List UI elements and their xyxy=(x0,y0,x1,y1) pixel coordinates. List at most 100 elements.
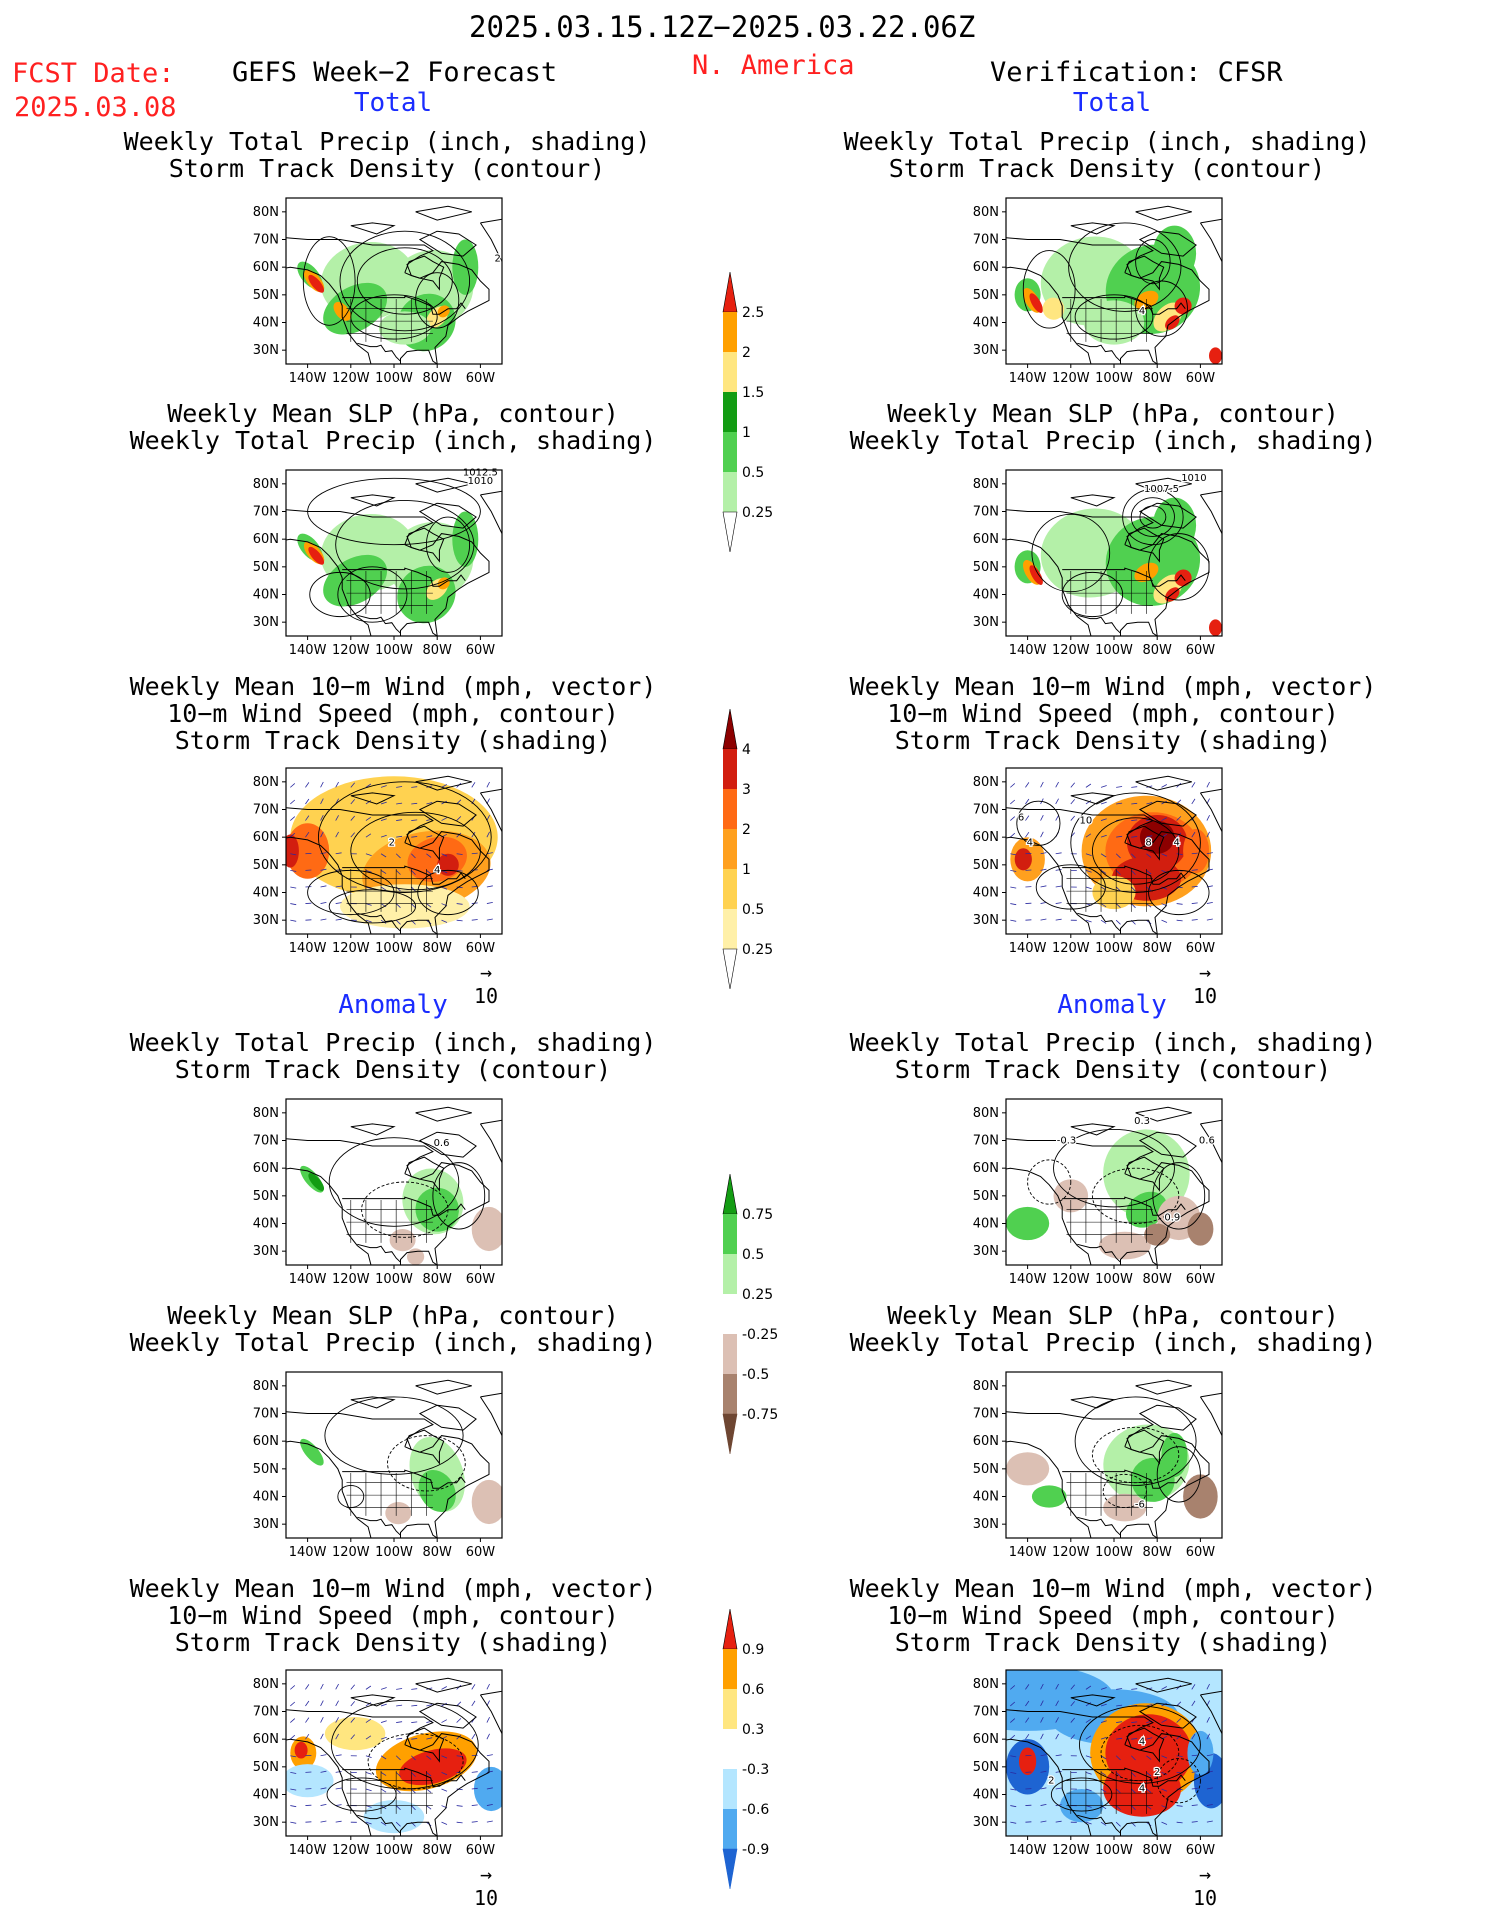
colorbar-label: -0.3 xyxy=(742,1762,769,1778)
island-outline xyxy=(1135,477,1192,493)
island-outline xyxy=(1135,1379,1192,1395)
contour-label: 1010 xyxy=(468,476,493,487)
contour-label: 4 xyxy=(1139,306,1145,317)
island-outline xyxy=(418,800,477,827)
panel-title: Weekly Total Precip (inch, shading) Stor… xyxy=(123,127,651,183)
wind-vector xyxy=(456,869,463,872)
wind-vector xyxy=(1055,1754,1062,1757)
wind-vector xyxy=(1161,886,1168,890)
coastline xyxy=(286,807,490,934)
colorbar-label: 0.9 xyxy=(742,1642,764,1658)
wind-vector xyxy=(486,918,493,921)
colorbar-label: -0.25 xyxy=(742,1327,778,1343)
wind-vector xyxy=(1146,1737,1153,1740)
x-tick-label: 60W xyxy=(466,1545,496,1560)
wind-vector xyxy=(1131,1738,1138,1740)
contour-line xyxy=(317,781,492,893)
wind-vector xyxy=(1176,853,1183,855)
wind-vector xyxy=(1100,801,1107,805)
x-tick-label: 80W xyxy=(422,371,452,386)
wind-vector xyxy=(380,1687,387,1690)
us-canada-border xyxy=(1062,567,1186,587)
wind-vector xyxy=(410,1788,416,1794)
wind-vector xyxy=(1010,903,1017,906)
coastline xyxy=(1006,237,1210,364)
colorbar-segment xyxy=(722,1173,738,1215)
wind-vector xyxy=(410,886,416,892)
island-outline xyxy=(1070,494,1116,507)
wind-vector xyxy=(441,1686,447,1690)
shading-area xyxy=(378,311,431,345)
wind-vector xyxy=(1176,799,1182,805)
x-tick-label: 100W xyxy=(375,1272,413,1287)
panel-title: Weekly Mean 10−m Wind (mph, vector) 10−m… xyxy=(129,672,657,755)
wind-vector xyxy=(290,783,296,788)
contour-line xyxy=(328,1137,460,1227)
colorbar-segment xyxy=(723,1214,737,1254)
wind-vector xyxy=(1085,1718,1092,1723)
map-outline xyxy=(286,1106,502,1265)
wind-vector xyxy=(1130,1805,1136,1811)
island-outline xyxy=(350,1396,396,1409)
panel-title: Weekly Mean SLP (hPa, contour) Weekly To… xyxy=(129,399,657,455)
region-title: N. America xyxy=(692,50,855,81)
island-outline xyxy=(1199,1119,1222,1164)
y-tick-label: 70N xyxy=(973,803,999,818)
hudson-bay-outline xyxy=(404,825,445,861)
wind-vector xyxy=(290,1821,297,1824)
y-tick-label: 50N xyxy=(973,1189,999,1204)
shading-area xyxy=(1131,1457,1175,1502)
wind-vector xyxy=(365,919,372,923)
us-canada-border xyxy=(1062,865,1186,885)
y-tick-label: 40N xyxy=(253,588,279,603)
x-tick-label: 120W xyxy=(332,1843,370,1858)
us-canada-border xyxy=(342,567,466,587)
contour-label: 2 xyxy=(1154,1767,1160,1778)
wind-vector xyxy=(1010,816,1016,821)
wind-vector xyxy=(1010,853,1017,856)
wind-vector xyxy=(1115,919,1121,925)
wind-vector xyxy=(426,1755,432,1760)
contour-label: 8 xyxy=(1145,837,1151,848)
x-tick-label: 120W xyxy=(1052,941,1090,956)
contour-label: 0.3 xyxy=(1134,1116,1150,1127)
wind-vector xyxy=(365,903,372,906)
wind-vector xyxy=(1206,1754,1213,1757)
x-tick-label: 140W xyxy=(289,941,327,956)
wind-vector xyxy=(1115,1821,1121,1827)
x-tick-label: 60W xyxy=(466,941,496,956)
colorbar-segment xyxy=(722,1608,738,1650)
wind-vector xyxy=(1100,1703,1107,1707)
contour-line xyxy=(425,516,471,573)
island-outline xyxy=(1199,218,1222,263)
wind-vector xyxy=(1116,802,1123,805)
wind-vector xyxy=(1055,1733,1059,1740)
us-mexico-border xyxy=(357,1814,401,1834)
x-tick-label: 140W xyxy=(289,371,327,386)
us-canada-border xyxy=(342,1767,466,1787)
wind-vector xyxy=(350,799,356,805)
verification-title: Verification: CFSR xyxy=(990,57,1283,88)
wind-vector xyxy=(320,885,327,888)
map-panel-cfsr-total-wind: 4 8 4 10 6 80N 70N 60N 50N 40N 30N 140W 120W 100W 80W 6… xyxy=(973,767,1223,956)
wind-vector xyxy=(1085,1788,1092,1792)
y-tick-label: 60N xyxy=(253,1161,279,1176)
y-tick-label: 50N xyxy=(973,858,999,873)
wind-vector xyxy=(1116,835,1123,838)
wind-vector xyxy=(441,1771,448,1776)
wind-vector xyxy=(1010,1685,1016,1690)
wind-vector xyxy=(1191,1804,1198,1806)
wind-vector xyxy=(365,1735,372,1740)
us-canada-border xyxy=(342,865,466,885)
us-canada-border xyxy=(342,295,466,315)
wind-vector xyxy=(1040,781,1044,788)
wind-vector xyxy=(1010,1788,1017,1791)
x-tick-label: 120W xyxy=(1052,643,1090,658)
hudson-bay-outline xyxy=(1124,255,1165,291)
wind-vector xyxy=(290,799,296,805)
y-tick-label: 40N xyxy=(973,316,999,331)
wind-scale-label: → 10 xyxy=(473,960,499,1008)
shading-area xyxy=(308,546,325,565)
wind-vector xyxy=(1010,886,1017,889)
wind-vector xyxy=(1176,1821,1183,1824)
